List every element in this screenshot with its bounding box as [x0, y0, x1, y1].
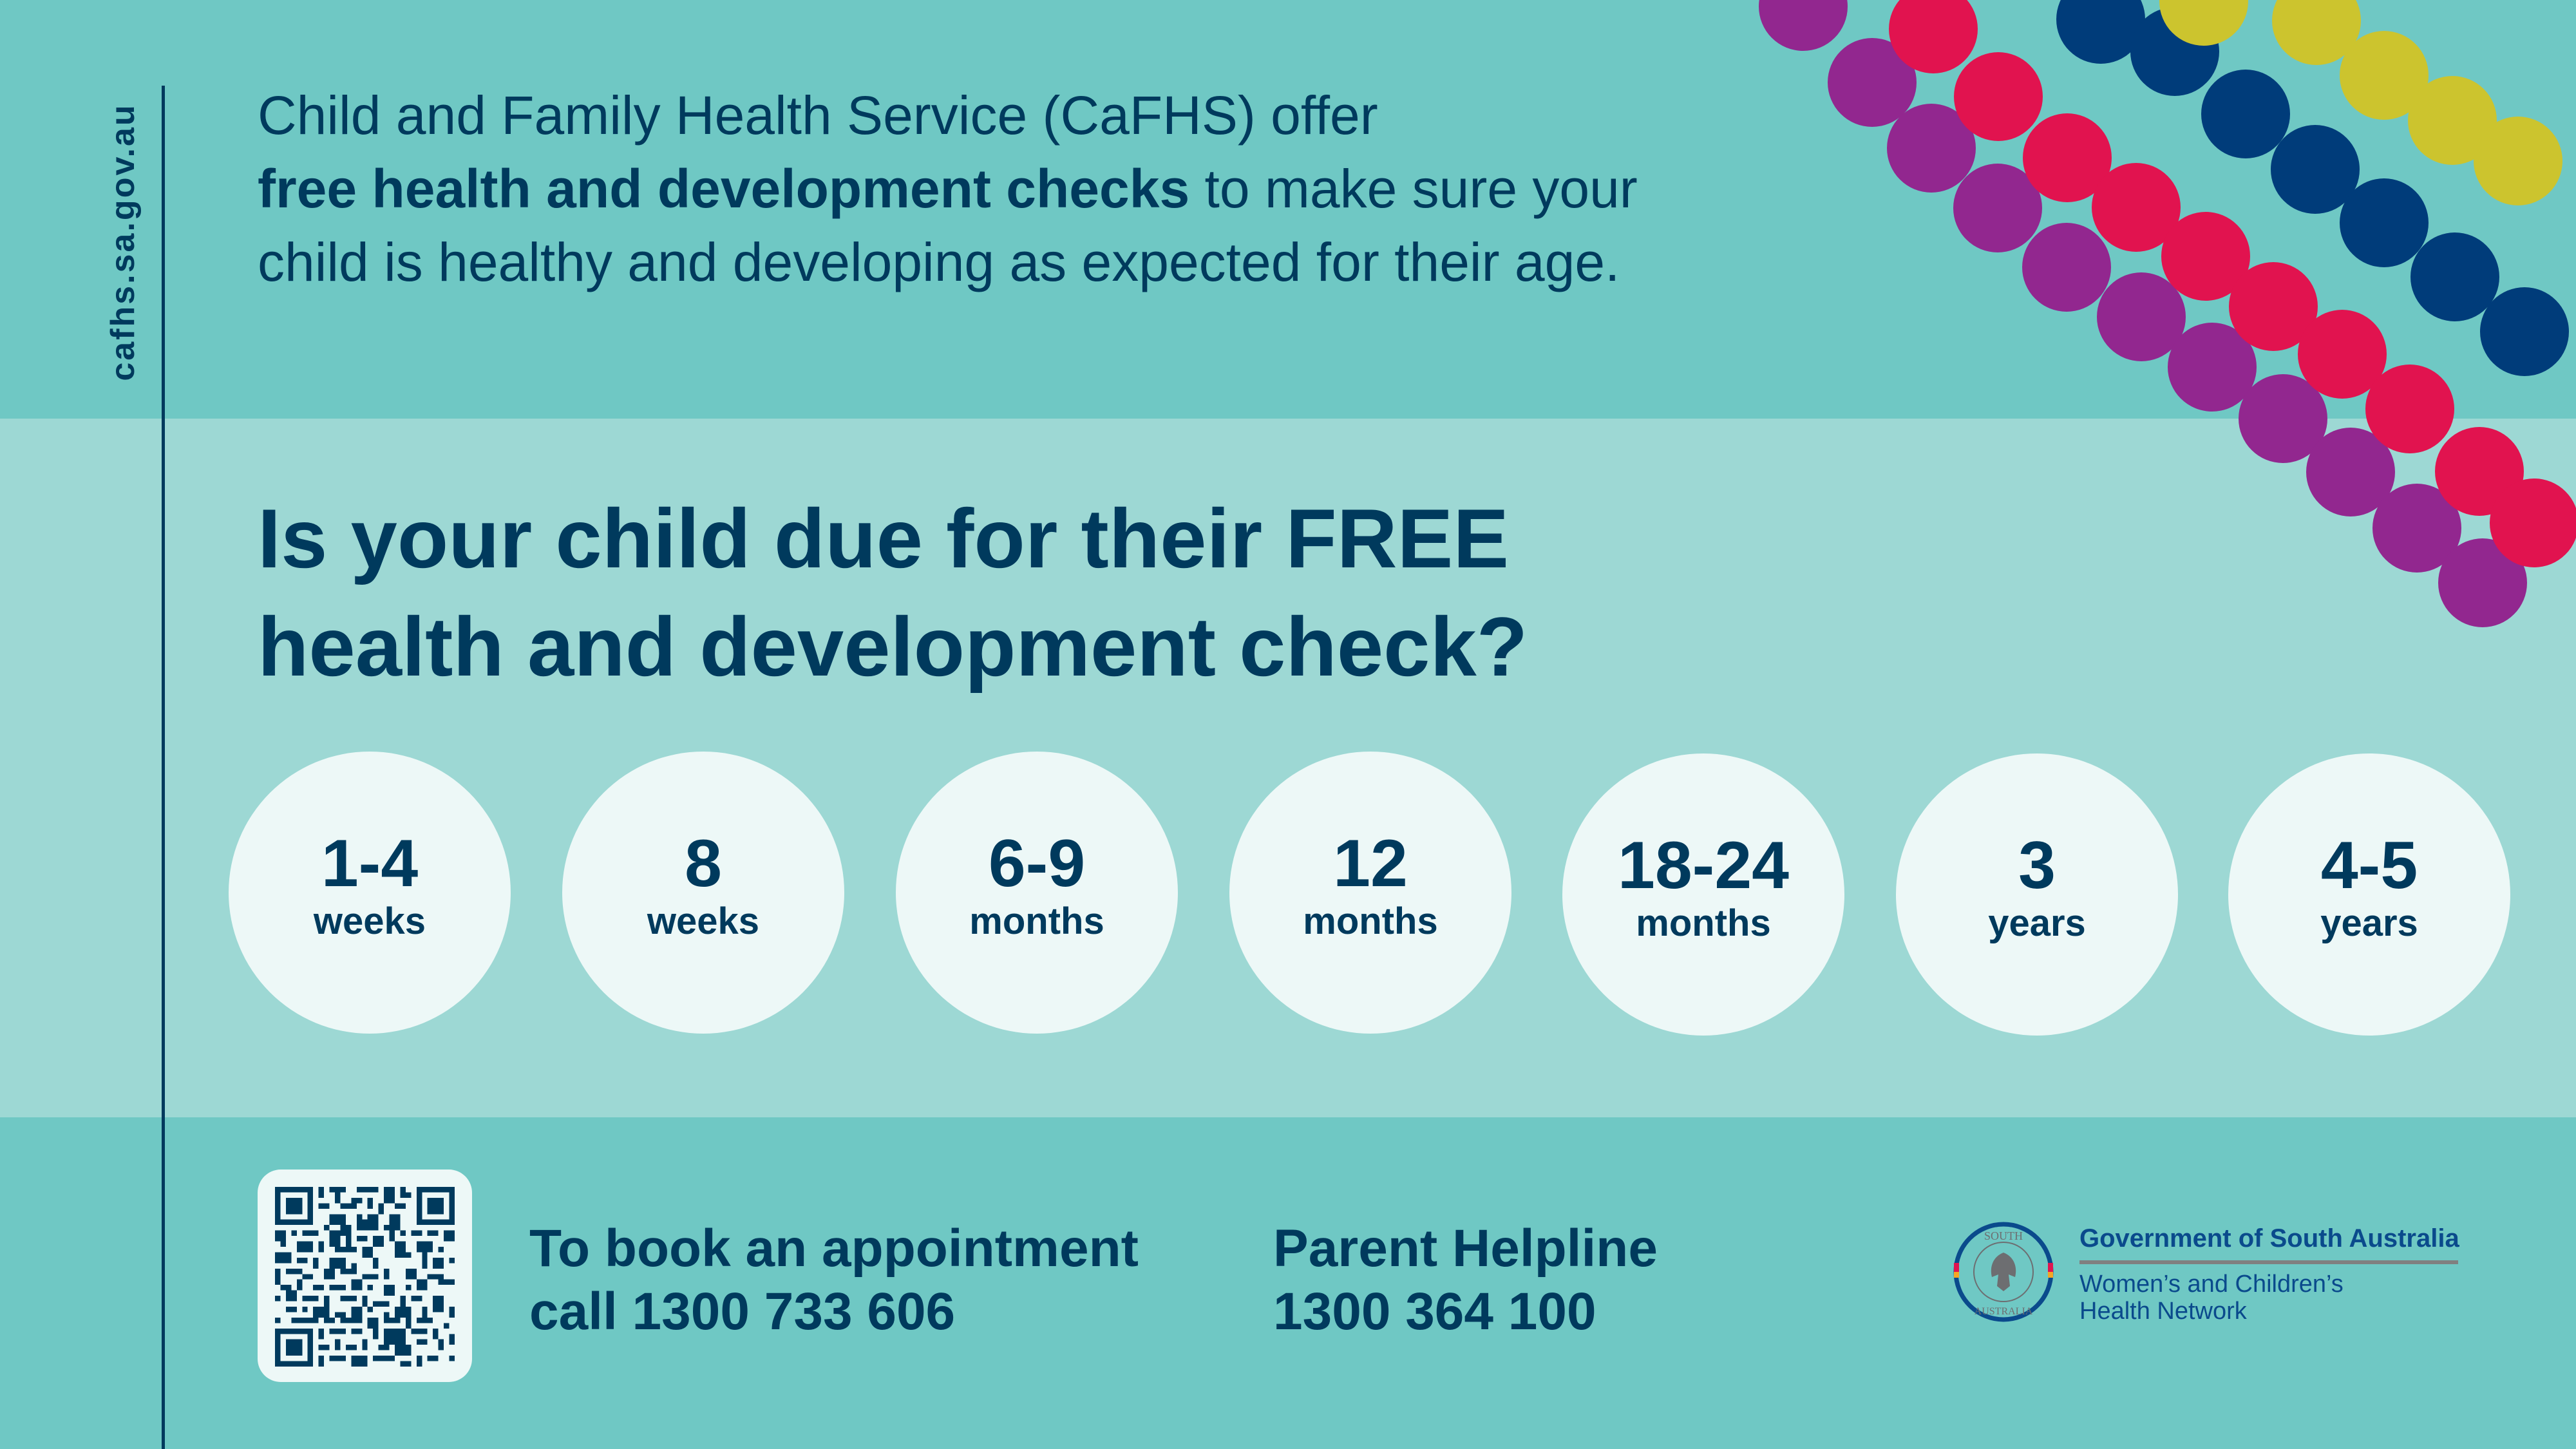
helpline-label: Parent Helpline — [1273, 1219, 1658, 1278]
check-circle-4-5-years: 4-5 years — [2228, 753, 2510, 1036]
intro-text-2: to make sure your child is healthy and d… — [258, 158, 1638, 292]
check-circle-1-4-weeks: 1-4 weeks — [229, 752, 511, 1034]
check-age: 12 — [1333, 826, 1408, 901]
intro-bold-text: free health and development checks — [258, 158, 1190, 219]
check-age: 6-9 — [988, 826, 1086, 901]
check-unit: months — [1636, 902, 1771, 944]
check-age: 1-4 — [321, 826, 419, 901]
check-unit: months — [1303, 900, 1438, 942]
booking-info: To book an appointment call 1300 733 606 — [529, 1217, 1139, 1343]
helpline-phone[interactable]: 1300 364 100 — [1273, 1282, 1596, 1341]
decorative-dot — [2298, 310, 2387, 399]
booking-label: To book an appointment — [529, 1219, 1139, 1278]
booking-phone[interactable]: call 1300 733 606 — [529, 1282, 956, 1341]
check-unit: years — [2320, 902, 2418, 944]
check-age: 3 — [2018, 828, 2056, 903]
svg-text:SOUTH: SOUTH — [1984, 1229, 2023, 1242]
south-australia-seal-icon: SOUTH AUSTRALIA — [1953, 1222, 2054, 1322]
intro-paragraph: Child and Family Health Service (CaFHS) … — [258, 79, 1674, 299]
check-unit: years — [1988, 902, 2086, 944]
check-circle-12-months: 12 months — [1229, 752, 1511, 1034]
check-age: 4-5 — [2320, 828, 2418, 903]
network-line-2: Health Network — [2079, 1298, 2247, 1325]
decorative-dot — [2480, 287, 2569, 376]
heading-line-2: health and development check? — [258, 600, 1528, 694]
vertical-divider — [162, 86, 165, 1449]
check-circle-8-weeks: 8 weeks — [562, 752, 844, 1034]
decorative-dot — [2022, 223, 2111, 312]
helpline-info: Parent Helpline 1300 364 100 — [1273, 1217, 1658, 1343]
network-name: Women’s and Children’s Health Network — [2079, 1271, 2344, 1325]
decorative-dot — [2201, 70, 2290, 158]
intro-text-1: Child and Family Health Service (CaFHS) … — [258, 85, 1378, 146]
check-unit: weeks — [647, 900, 760, 942]
check-age: 18-24 — [1618, 828, 1789, 903]
check-circle-3-years: 3 years — [1896, 753, 2178, 1036]
heading-line-1: Is your child due for their FREE — [258, 491, 1510, 585]
decorative-dot — [2340, 178, 2429, 267]
decorative-dot — [2365, 365, 2454, 453]
decorative-dot — [2410, 232, 2499, 321]
logo-divider — [2079, 1260, 2458, 1264]
svg-text:AUSTRALIA: AUSTRALIA — [1975, 1306, 2033, 1317]
network-line-1: Women’s and Children’s — [2079, 1271, 2344, 1298]
qr-code[interactable] — [258, 1170, 472, 1382]
website-url[interactable]: cafhs.sa.gov.au — [104, 103, 142, 381]
decorative-dot — [2490, 478, 2576, 567]
check-unit: months — [969, 900, 1104, 942]
decorative-dot — [1889, 0, 1978, 73]
check-unit: weeks — [313, 900, 426, 942]
page-heading: Is your child due for their FREE health … — [258, 484, 1868, 701]
government-name: Government of South Australia — [2079, 1224, 2459, 1253]
decorative-dot — [2271, 125, 2360, 214]
decorative-dot — [2097, 272, 2186, 361]
check-age: 8 — [685, 826, 722, 901]
check-circle-18-24-months: 18-24 months — [1562, 753, 1844, 1036]
decorative-dot — [2474, 117, 2562, 205]
check-circle-6-9-months: 6-9 months — [896, 752, 1178, 1034]
qr-code-icon — [275, 1187, 455, 1367]
government-logo: SOUTH AUSTRALIA Government of South Aust… — [1952, 1220, 2519, 1336]
decorative-dot — [1954, 52, 2043, 141]
